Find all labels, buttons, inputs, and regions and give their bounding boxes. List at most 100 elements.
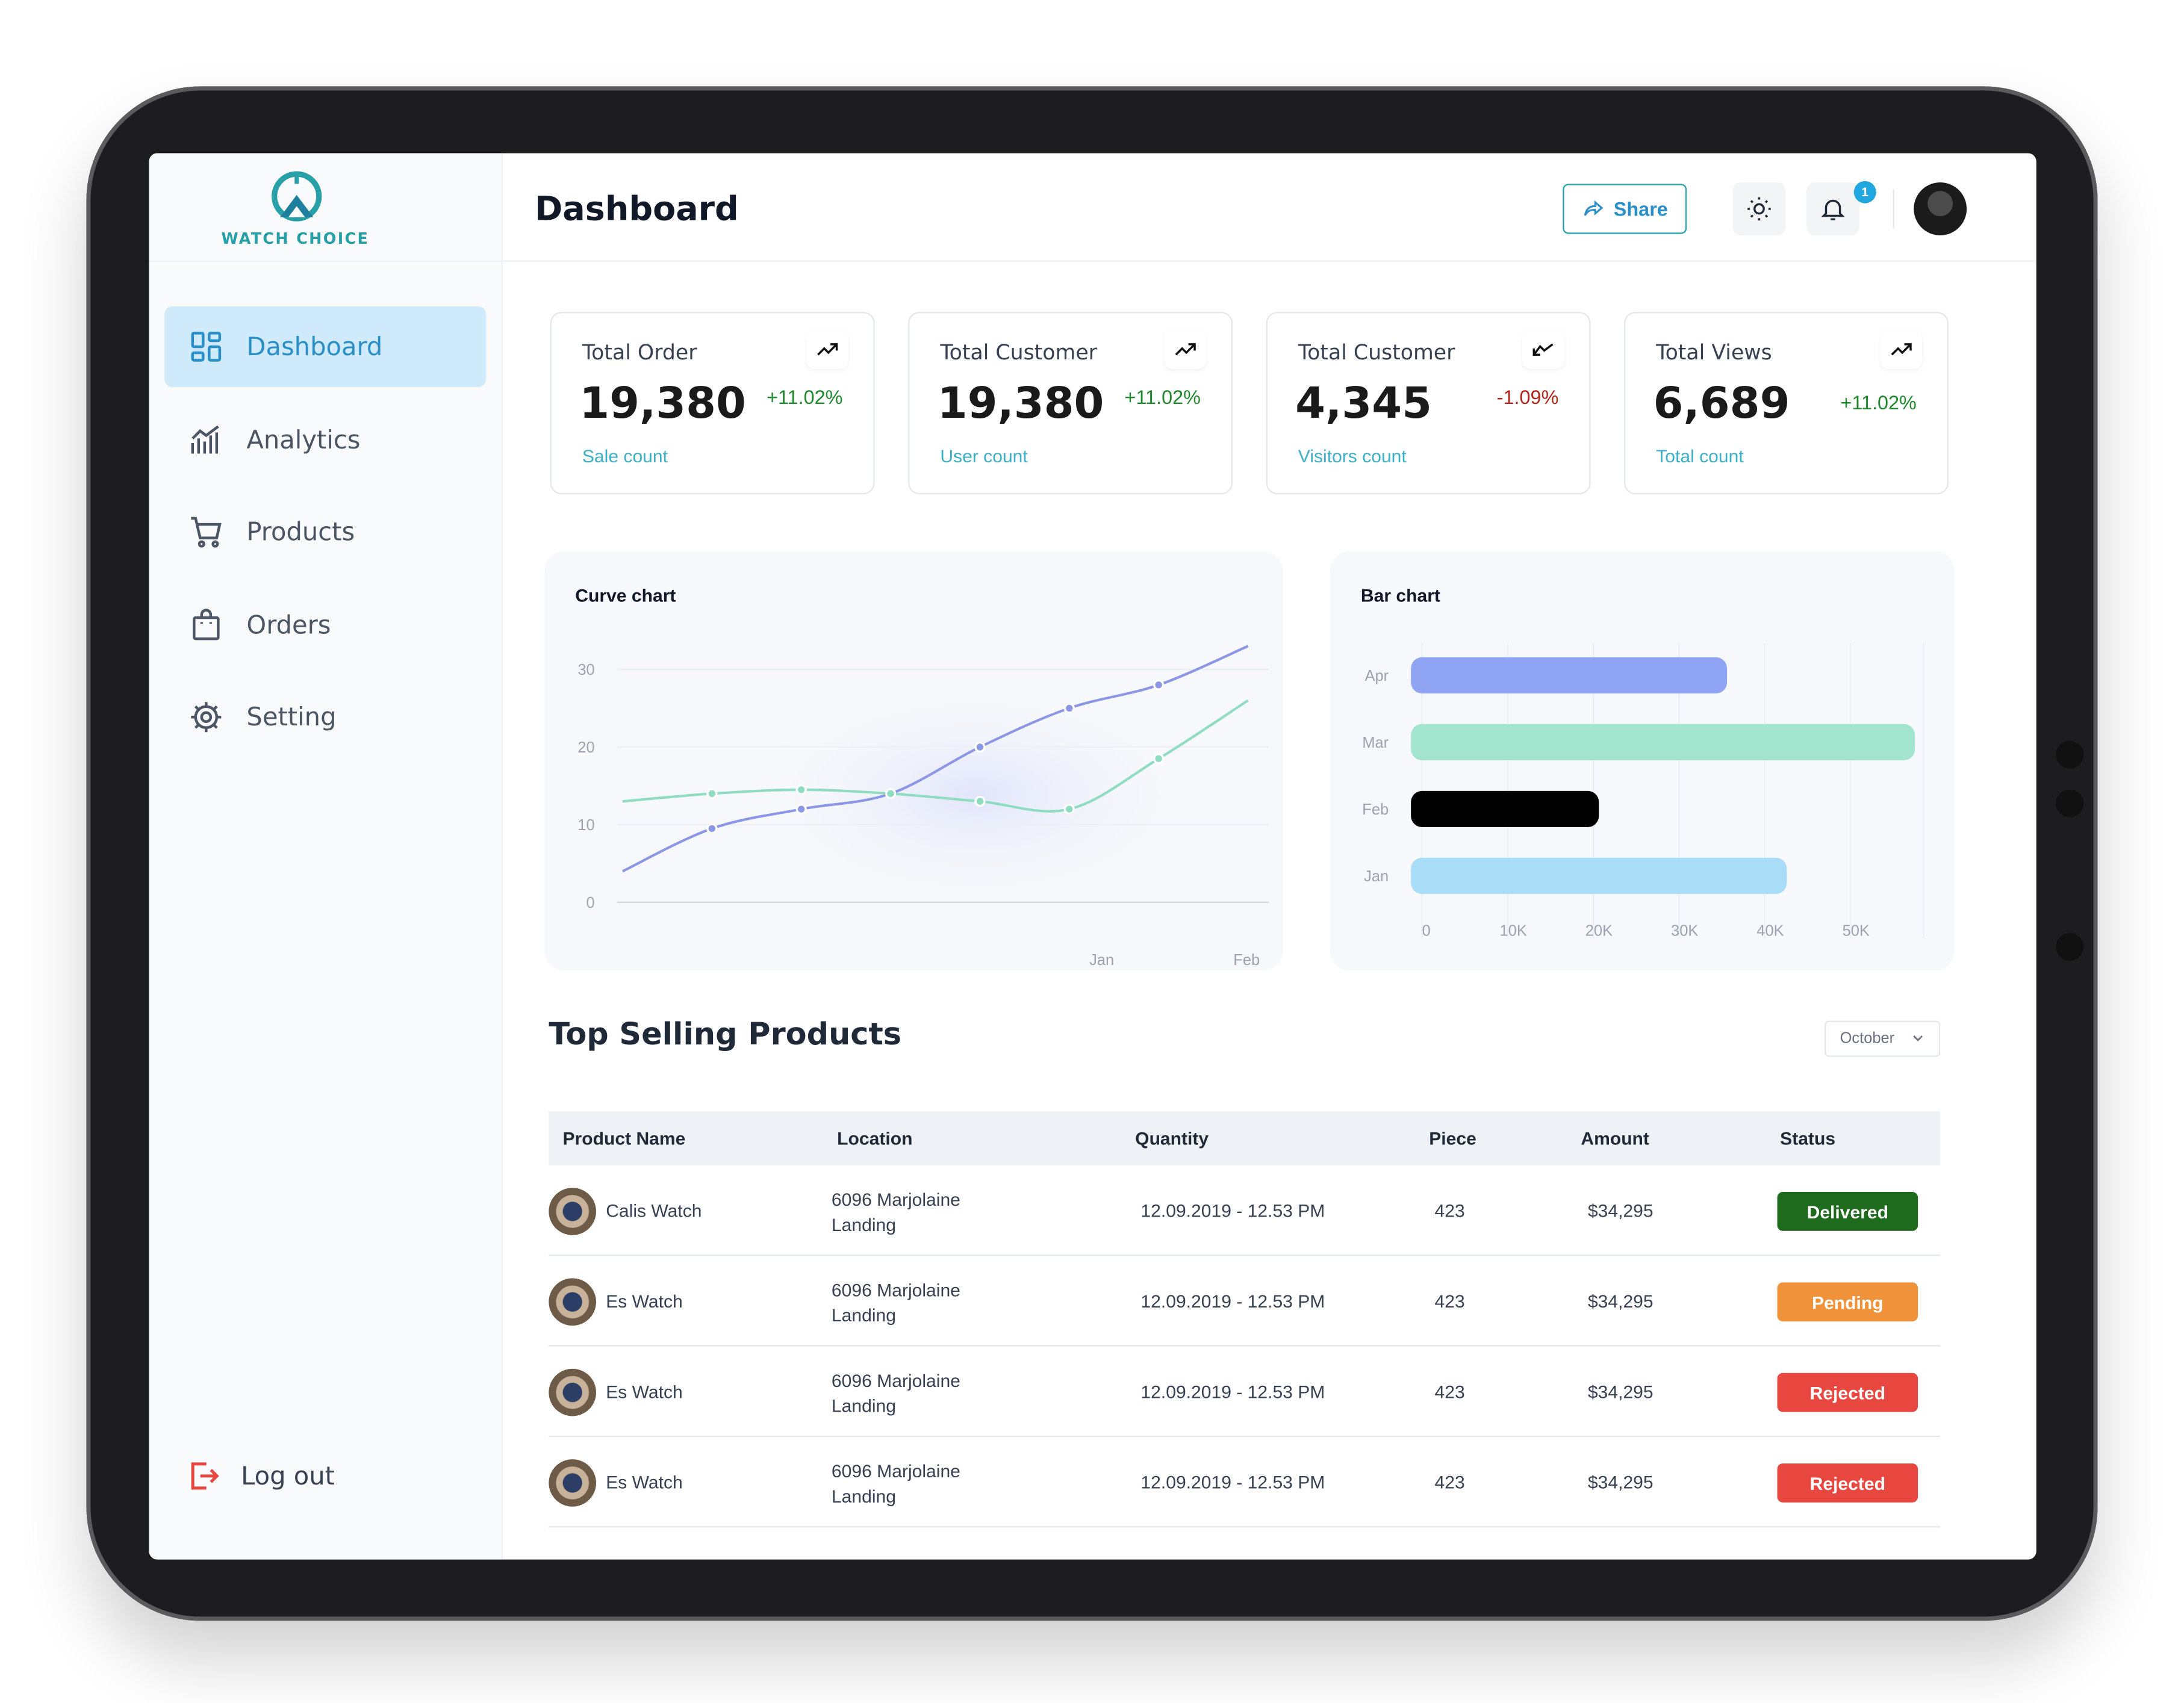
- status-badge: Rejected: [1777, 1463, 1918, 1503]
- product-quantity: 12.09.2019 - 12.53 PM: [1140, 1291, 1325, 1312]
- y-tick-label: Mar: [1362, 734, 1389, 751]
- product-image: [549, 1188, 597, 1235]
- sidebar: WATCH CHOICE Dashboard Analytics Product…: [149, 153, 503, 1560]
- chart-title: Curve chart: [575, 585, 676, 606]
- sidebar-item-label: Analytics: [246, 425, 361, 455]
- stat-change: +11.02%: [1124, 385, 1201, 408]
- product-amount: $34,295: [1587, 1381, 1654, 1403]
- data-point: [795, 803, 807, 815]
- status-badge: Delivered: [1777, 1192, 1918, 1231]
- trend-up-icon: [806, 330, 848, 369]
- data-point: [795, 784, 807, 796]
- data-point: [974, 741, 986, 753]
- analytics-icon: [188, 422, 224, 458]
- chevron-down-icon: [1913, 1035, 1923, 1041]
- product-piece: 423: [1434, 1471, 1465, 1493]
- table-row[interactable]: Es Watch 6096 Marjolaine Landing 12.09.2…: [549, 1347, 1941, 1438]
- notifications-button[interactable]: [1806, 182, 1859, 235]
- theme-toggle-button[interactable]: [1732, 182, 1786, 235]
- stat-label: Total Customer: [940, 340, 1097, 365]
- x-tick-label: 50K: [1843, 922, 1870, 939]
- divider: [1893, 189, 1894, 229]
- data-point: [706, 788, 718, 799]
- sidebar-item-setting[interactable]: Setting: [164, 677, 486, 757]
- share-button[interactable]: Share: [1563, 184, 1687, 234]
- section-title: Top Selling Products: [549, 1017, 902, 1053]
- page-title: Dashboard: [535, 189, 739, 229]
- stat-sub: Total count: [1656, 445, 1744, 467]
- product-amount: $34,295: [1587, 1291, 1654, 1312]
- logo-text: WATCH CHOICE: [221, 229, 370, 248]
- logo-icon: [272, 171, 322, 222]
- bar: [1411, 790, 1599, 827]
- logout-label: Log out: [241, 1461, 335, 1491]
- x-tick-label: 0: [1422, 922, 1431, 939]
- product-image: [549, 1278, 597, 1326]
- stat-label: Total Order: [582, 340, 697, 365]
- y-tick-label: 20: [577, 739, 594, 756]
- bar: [1411, 657, 1728, 693]
- x-tick-label: 30K: [1671, 922, 1698, 939]
- sidebar-item-products[interactable]: Products: [164, 492, 486, 572]
- product-location: 6096 Marjolaine Landing: [831, 1279, 960, 1326]
- avatar[interactable]: [1914, 182, 1967, 235]
- product-name: Calis Watch: [606, 1200, 702, 1221]
- curve-chart: 0 10 20 30 Jan Feb: [577, 645, 1269, 969]
- sidebar-item-orders[interactable]: Orders: [164, 585, 486, 666]
- product-piece: 423: [1434, 1200, 1465, 1221]
- stat-card-total-customer[interactable]: Total Customer 19,380 +11.02% User count: [908, 312, 1233, 495]
- bar-chart: 0 10K 20K 30K 40K 50K Apr Mar Feb Jan: [1362, 643, 1924, 939]
- camera-dot: [2056, 932, 2084, 961]
- bell-icon: [1821, 199, 1845, 221]
- product-location: 6096 Marjolaine Landing: [831, 1189, 960, 1235]
- stat-sub: Visitors count: [1298, 445, 1407, 467]
- sidebar-item-dashboard[interactable]: Dashboard: [164, 306, 487, 388]
- stat-value: 19,380: [937, 379, 1104, 429]
- stat-card-total-order[interactable]: Total Order 19,380 +11.02% Sale count: [550, 312, 875, 495]
- product-name: Es Watch: [606, 1381, 683, 1403]
- column-header: Status: [1780, 1128, 1836, 1149]
- sidebar-item-analytics[interactable]: Analytics: [164, 400, 486, 480]
- stat-card-total-views[interactable]: Total Views 6,689 +11.02% Total count: [1624, 312, 1949, 495]
- sidebar-item-label: Setting: [246, 702, 337, 732]
- chart-title: Bar chart: [1360, 585, 1440, 606]
- series-line: [622, 645, 1249, 873]
- stat-sub: User count: [940, 445, 1028, 467]
- x-tick-label: 40K: [1756, 922, 1784, 939]
- product-amount: $34,295: [1587, 1200, 1654, 1221]
- share-icon: [1583, 200, 1603, 216]
- trend-up-icon: [1880, 330, 1923, 369]
- cart-icon: [188, 514, 224, 550]
- chart-glow: [753, 683, 1199, 907]
- product-name: Es Watch: [606, 1471, 683, 1493]
- column-header: Quantity: [1135, 1128, 1209, 1149]
- column-header: Location: [837, 1128, 913, 1149]
- x-tick-label: 20K: [1585, 922, 1613, 939]
- logo[interactable]: WATCH CHOICE: [149, 153, 503, 262]
- table-row[interactable]: Es Watch 6096 Marjolaine Landing 12.09.2…: [549, 1437, 1941, 1528]
- table-row[interactable]: Es Watch 6096 Marjolaine Landing 12.09.2…: [549, 1256, 1941, 1347]
- status-badge: Pending: [1777, 1282, 1918, 1322]
- sidebar-item-label: Dashboard: [246, 332, 383, 362]
- product-quantity: 12.09.2019 - 12.53 PM: [1140, 1381, 1325, 1403]
- logout-icon: [191, 1462, 219, 1490]
- product-piece: 423: [1434, 1291, 1465, 1312]
- product-quantity: 12.09.2019 - 12.53 PM: [1140, 1471, 1325, 1493]
- column-header: Amount: [1581, 1128, 1649, 1149]
- sidebar-item-label: Orders: [246, 610, 331, 640]
- y-tick-label: Apr: [1365, 668, 1389, 684]
- stat-card-visitors[interactable]: Total Customer 4,345 -1.09% Visitors cou…: [1266, 312, 1591, 495]
- data-point: [885, 788, 897, 799]
- y-tick-label: 10: [577, 817, 594, 834]
- stat-label: Total Customer: [1298, 340, 1455, 365]
- stat-label: Total Views: [1656, 340, 1772, 365]
- stat-value: 6,689: [1653, 379, 1790, 429]
- table-row[interactable]: Calis Watch 6096 Marjolaine Landing 12.0…: [549, 1165, 1941, 1256]
- sidebar-item-label: Products: [246, 517, 355, 547]
- table-header: Product Name Location Quantity Piece Amo…: [549, 1111, 1941, 1166]
- data-point: [1153, 679, 1165, 690]
- dashboard-icon: [188, 329, 224, 365]
- logout-button[interactable]: Log out: [185, 1458, 335, 1494]
- month-select[interactable]: October: [1825, 1020, 1941, 1057]
- sun-icon: [1747, 197, 1771, 221]
